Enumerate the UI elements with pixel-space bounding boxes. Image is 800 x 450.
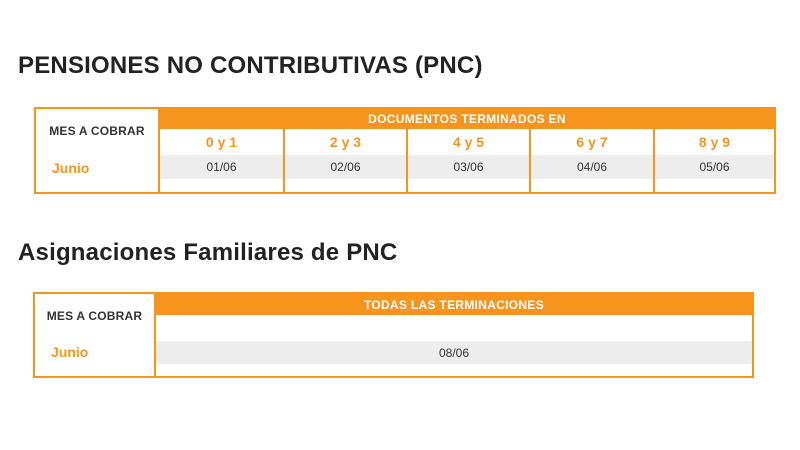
month-value: Junio (51, 344, 89, 360)
ending-column-4-5: 4 y 5 03/06 (406, 129, 529, 192)
ending-column-0-1: 0 y 1 01/06 (160, 129, 283, 192)
payment-date: 01/06 (160, 155, 283, 179)
documents-ending-header: DOCUMENTOS TERMINADOS EN (160, 109, 774, 129)
ending-label: 6 y 7 (576, 134, 608, 150)
ending-label: 2 y 3 (329, 134, 362, 150)
ending-label: 8 y 9 (698, 134, 731, 150)
month-column: MES A COBRAR Junio (35, 294, 156, 376)
all-endings-header: TODAS LAS TERMINACIONES (156, 294, 752, 315)
payment-date: 08/06 (156, 341, 752, 364)
ending-label: 4 y 5 (452, 134, 485, 150)
payment-date: 02/06 (285, 155, 406, 179)
payment-date: 03/06 (408, 155, 529, 179)
ending-column-8-9: 8 y 9 05/06 (653, 129, 774, 192)
family-allowance-section-title: Asignaciones Familiares de PNC (18, 239, 398, 266)
month-column: MES A COBRAR Junio (36, 109, 160, 192)
ending-column-2-3: 2 y 3 02/06 (283, 129, 406, 192)
month-value: Junio (52, 160, 90, 176)
family-allowance-table: MES A COBRAR Junio TODAS LAS TERMINACION… (33, 292, 754, 378)
pnc-section-title: PENSIONES NO CONTRIBUTIVAS (PNC) (18, 52, 483, 79)
payment-date: 05/06 (655, 155, 774, 179)
payment-date: 04/06 (531, 155, 653, 179)
ending-column-6-7: 6 y 7 04/06 (529, 129, 653, 192)
month-column-header: MES A COBRAR (46, 308, 143, 323)
pnc-payment-table: MES A COBRAR Junio DOCUMENTOS TERMINADOS… (34, 107, 776, 194)
ending-label: 0 y 1 (205, 134, 238, 150)
month-column-header: MES A COBRAR (49, 124, 145, 138)
